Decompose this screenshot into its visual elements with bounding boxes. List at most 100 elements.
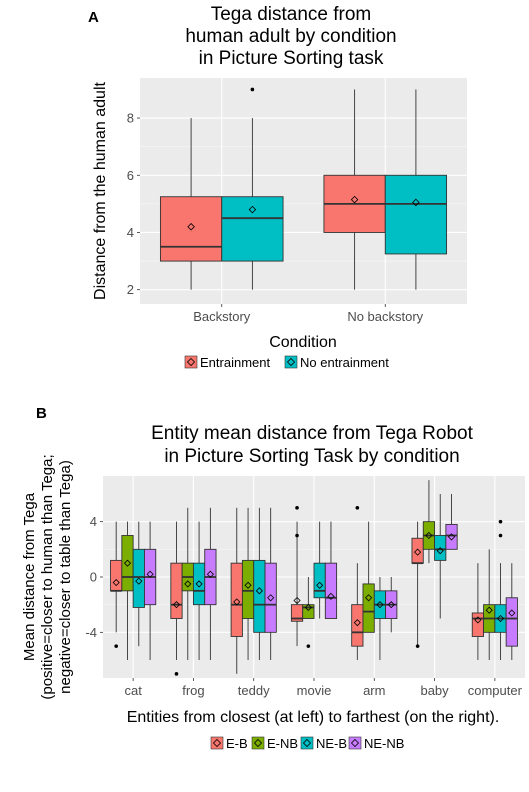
y-tick-label: 4 (90, 514, 97, 529)
panel-label: A (88, 9, 99, 26)
chart-title-line: Tega distance from (211, 4, 372, 25)
mean-marker (496, 614, 505, 623)
mean-marker (376, 601, 384, 609)
mean-marker (365, 594, 373, 602)
box-plot-teddy-E-NB (241, 507, 255, 661)
box (170, 562, 183, 619)
box-plot-cat-NE-NB (143, 521, 157, 661)
box-plot-movie-E-NB (302, 577, 315, 648)
mean-marker (135, 577, 143, 585)
outlier-point (415, 644, 420, 648)
mean-marker (206, 570, 214, 578)
box (192, 562, 206, 606)
outlier-point (250, 87, 255, 92)
mean-marker (123, 559, 132, 567)
mean-marker (425, 531, 433, 540)
box (241, 559, 255, 619)
box (384, 174, 448, 255)
mean-marker (304, 603, 312, 612)
outlier-point (355, 506, 360, 510)
legend-label: No entrainment (300, 355, 389, 370)
legend-item: Entrainment (184, 355, 270, 370)
mean-marker (233, 598, 241, 606)
legend-label: Entrainment (200, 355, 270, 370)
y-axis-label-line: Mean distance from Tega (21, 492, 38, 661)
y-tick-label: 2 (127, 282, 134, 297)
mean-marker (146, 570, 154, 578)
box (121, 535, 134, 592)
x-axis-label: Entities from closest (at left) to farth… (127, 709, 500, 726)
x-tick-label: baby (420, 683, 449, 698)
mean-marker (485, 606, 493, 614)
box (221, 196, 284, 262)
x-tick-label: computer (468, 683, 523, 698)
x-tick-label: Backstory (193, 309, 251, 324)
y-axis-label: Distance from the human adult (92, 82, 109, 300)
mean-marker (436, 547, 444, 555)
mean-marker (244, 581, 252, 589)
box-plot-teddy-NE-NB (264, 507, 277, 661)
legend: E-B E-NB NE-B NE-NB (210, 736, 404, 751)
mean-marker (293, 596, 301, 605)
y-tick-label: 8 (127, 111, 134, 126)
legend-label: NE-NB (364, 736, 404, 751)
y-tick-label: 4 (127, 225, 134, 240)
boxes (110, 480, 518, 676)
legend-label: NE-B (316, 736, 347, 751)
legend-label: E-NB (267, 736, 298, 751)
box-plot-arm-E-B (351, 506, 364, 661)
mean-marker (508, 609, 516, 617)
box (110, 559, 123, 592)
box-plot-movie-NE-NB (324, 521, 338, 619)
outlier-point (306, 644, 311, 648)
box-plot-baby-E-B (411, 521, 424, 648)
y-tick-label: -4 (85, 625, 97, 640)
box-plot-baby-E-NB (422, 480, 436, 564)
mean-marker (474, 616, 482, 624)
legend-item: E-NB (251, 736, 298, 751)
box-plot-frog-E-NB (181, 507, 194, 661)
legend-item: NE-B (300, 736, 347, 751)
x-tick-label: frog (182, 683, 204, 698)
box-plot-arm-NE-NB (385, 577, 398, 633)
box-plot-No backstory-Entrainment (323, 89, 386, 290)
y-axis-label-line: (positive=closer to human than Tega; (39, 454, 56, 699)
legend-item: E-B (210, 736, 248, 751)
x-tick-label: arm (363, 683, 385, 698)
outlier-point (498, 533, 503, 538)
box (159, 196, 223, 262)
mean-marker (412, 198, 420, 207)
mean-marker (414, 548, 422, 556)
mean-marker (172, 601, 181, 609)
box (230, 562, 243, 637)
chart-title-line: human adult by condition (185, 26, 396, 47)
outlier-point (114, 644, 118, 648)
mean-marker (350, 195, 359, 204)
panel-a: A Tega distance from human adult by cond… (88, 4, 467, 370)
mean-marker (447, 533, 456, 541)
mean-marker (353, 619, 361, 627)
mean-marker (184, 580, 192, 588)
y-tick-label: 0 (90, 570, 97, 585)
mean-marker (327, 592, 335, 600)
mean-marker (248, 205, 257, 214)
x-tick-label: No backstory (347, 309, 423, 324)
x-tick-label: cat (124, 683, 142, 698)
box-plot-baby-NE-NB (445, 493, 458, 550)
mean-marker (255, 587, 263, 595)
legend-label: E-B (226, 736, 248, 751)
box (445, 523, 458, 550)
outlier-point (295, 506, 299, 510)
outlier-point (295, 533, 299, 538)
legend: Entrainment No entrainment (184, 355, 389, 370)
box (313, 562, 326, 599)
mean-marker (267, 594, 275, 602)
x-axis-ticks: Backstory No backstory (193, 304, 424, 324)
x-tick-label: teddy (238, 683, 270, 698)
legend-item: No entrainment (284, 355, 389, 370)
mean-marker (316, 581, 324, 589)
mean-marker (187, 222, 195, 231)
box (253, 559, 266, 633)
mean-marker (387, 601, 395, 609)
